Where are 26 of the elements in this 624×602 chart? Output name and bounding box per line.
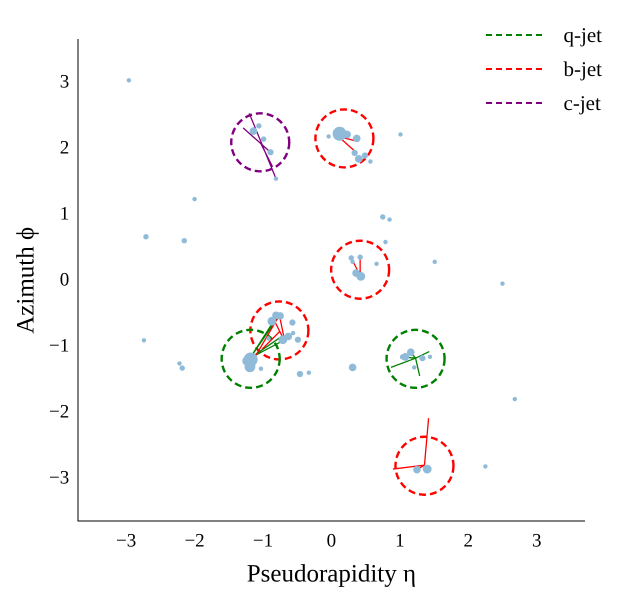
point [249,300,310,361]
point [394,436,455,496]
y-tick-label: 0 [60,269,70,290]
x-tick-label: −1 [252,530,274,552]
legend-label: b-jet [564,56,602,82]
point [385,328,446,390]
point [230,112,290,173]
y-tick-label: −3 [48,467,70,488]
y-tick-label: 2 [60,137,70,158]
x-tick-label: −3 [116,530,136,552]
x-tick-label: 0 [326,530,336,552]
y-tick-label: 1 [60,203,70,224]
legend-label: c-jet [564,90,601,116]
point [220,328,281,390]
x-tick-label: −2 [184,530,205,552]
y-tick-label: −2 [48,401,70,422]
x-tick-label: 3 [532,530,542,552]
y-tick-label: 3 [60,71,70,92]
legend-label: q-jet [564,22,602,48]
x-axis-title: Pseudorapidity η [246,560,416,588]
point [330,240,390,300]
x-tick-label: 2 [464,530,474,552]
point [314,108,375,169]
y-tick-label: −1 [48,335,70,356]
x-tick-label: 1 [395,530,405,552]
y-axis-title: Azimuth ϕ [12,226,40,334]
